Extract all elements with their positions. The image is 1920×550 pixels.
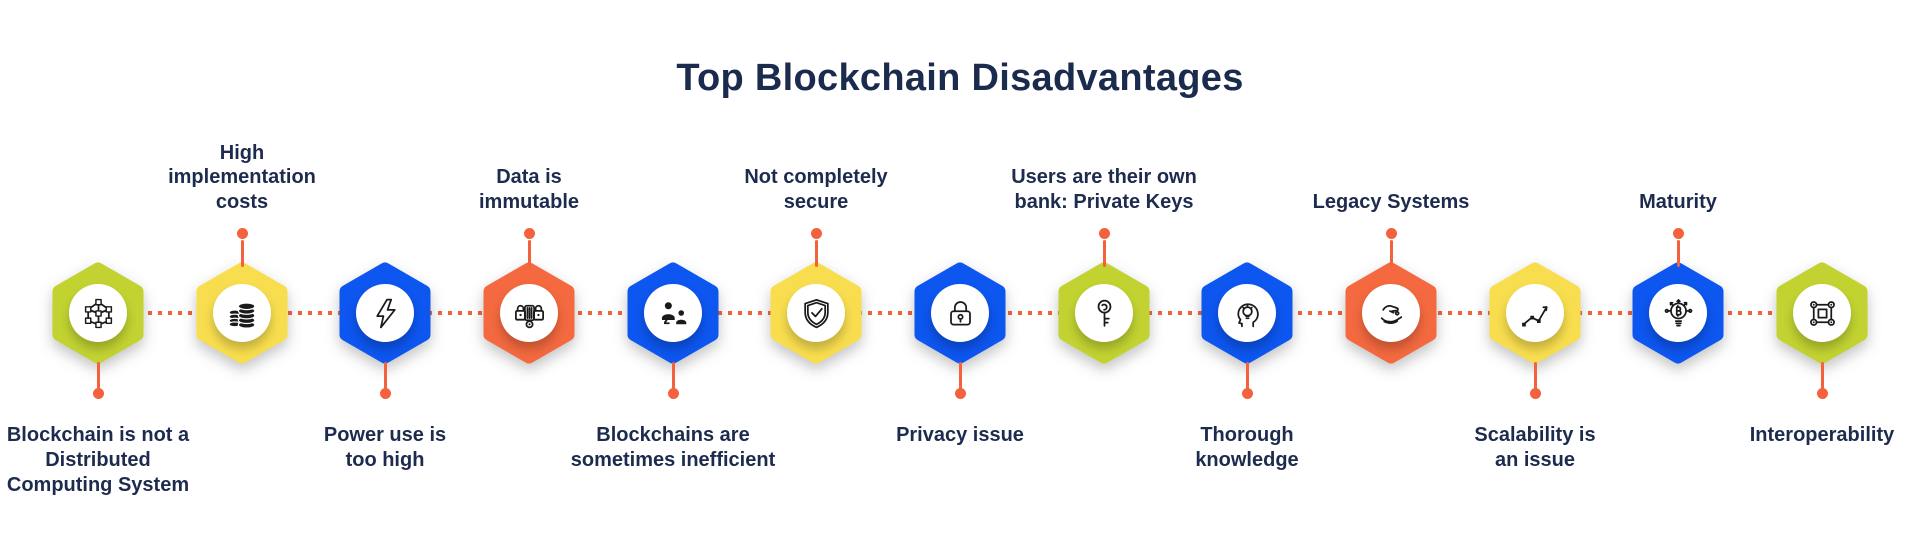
item-label: High implementation costs <box>168 141 316 214</box>
connector-stub <box>1102 240 1106 267</box>
icon-circle <box>1506 284 1564 342</box>
connector-stub <box>1245 362 1249 389</box>
connector-dot <box>1529 388 1541 399</box>
page-title: Top Blockchain Disadvantages <box>676 57 1244 100</box>
item-label: Not completely secure <box>744 166 888 214</box>
connector-dot <box>1385 228 1397 239</box>
connector-stub <box>1676 240 1680 267</box>
connector-dot <box>1672 228 1684 239</box>
item-label: Blockchains are sometimes inefficient <box>570 424 776 471</box>
item-label: Privacy issue <box>896 424 1024 446</box>
icon-circle <box>1218 284 1276 342</box>
connector-dot <box>1098 228 1110 239</box>
icon-circle <box>1362 284 1420 342</box>
connector-stub <box>240 240 244 267</box>
connector-dot <box>236 228 248 239</box>
scalability-icon <box>1521 305 1548 326</box>
icon-circle <box>213 284 271 342</box>
item-label: Users are their own bank: Private Keys <box>1011 166 1197 214</box>
padlock-icon <box>949 300 971 326</box>
item-label: Legacy Systems <box>1312 191 1470 214</box>
item-label: Blockchain is not a Distributed Computin… <box>6 424 190 496</box>
connector-stub <box>1533 362 1537 389</box>
users-icon <box>661 301 686 324</box>
connector-stub <box>383 362 387 389</box>
icon-circle <box>69 284 127 342</box>
icon-circle <box>787 284 845 342</box>
icon-circle <box>1793 284 1851 342</box>
key-icon <box>1097 299 1111 327</box>
icon-circle <box>1649 284 1707 342</box>
connector-stub <box>958 362 962 389</box>
bitcoin-lightbulb-icon <box>1664 298 1692 327</box>
connector-dot <box>1816 388 1828 399</box>
connector-stub <box>814 240 818 267</box>
connector-dot <box>92 388 104 399</box>
item-label: Data is immutable <box>478 166 580 214</box>
head-lightbulb-icon <box>1236 302 1259 327</box>
hands-icon <box>1380 304 1402 324</box>
icon-circle <box>356 284 414 342</box>
shield-check-icon <box>803 298 829 328</box>
connector-dot <box>1241 388 1253 399</box>
locked-data-icon <box>514 304 544 328</box>
item-label: Power use is too high <box>323 424 447 471</box>
coins-stack-icon <box>227 301 255 329</box>
connector-dot <box>379 388 391 399</box>
icon-circle <box>1075 284 1133 342</box>
lightning-icon <box>375 298 396 328</box>
connector-dot <box>667 388 679 399</box>
item-label: Thorough knowledge <box>1195 424 1299 471</box>
icon-circle <box>931 284 989 342</box>
connector-stub <box>527 240 531 267</box>
network-nodes-icon <box>84 298 112 328</box>
connector-stub <box>1389 240 1393 267</box>
connector-dot <box>810 228 822 239</box>
connector-stub <box>671 362 675 389</box>
connected-nodes-icon <box>1809 300 1835 326</box>
connector-stub <box>1820 362 1824 389</box>
connector-stub <box>96 362 100 389</box>
connector-dot <box>523 228 535 239</box>
item-label: Interoperability <box>1749 424 1895 446</box>
connector-dot <box>954 388 966 399</box>
item-label: Maturity <box>1639 191 1717 214</box>
icon-circle <box>500 284 558 342</box>
icon-circle <box>644 284 702 342</box>
item-label: Scalability is an issue <box>1474 424 1596 471</box>
